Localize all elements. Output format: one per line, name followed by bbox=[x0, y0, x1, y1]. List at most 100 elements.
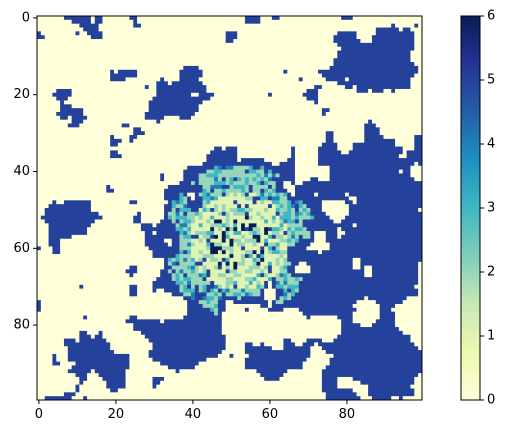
x-tick-label: 40 bbox=[185, 407, 202, 422]
heatmap-cell bbox=[37, 307, 42, 313]
heatmap-cell bbox=[364, 296, 369, 301]
heatmap-cell bbox=[321, 112, 327, 117]
heatmap-cell bbox=[252, 342, 261, 347]
heatmap-cell bbox=[202, 277, 207, 282]
heatmap-cell bbox=[133, 138, 327, 144]
heatmap-cell bbox=[217, 292, 223, 297]
heatmap-cell bbox=[125, 269, 138, 274]
heatmap-cell bbox=[291, 273, 365, 278]
heatmap-cell bbox=[179, 288, 184, 293]
heatmap-cell bbox=[418, 346, 423, 351]
heatmap-cell bbox=[237, 261, 246, 266]
heatmap-cell bbox=[333, 338, 411, 343]
heatmap-cell bbox=[102, 376, 126, 382]
heatmap-cell bbox=[379, 304, 396, 309]
heatmap-cell bbox=[264, 265, 269, 270]
heatmap-cell bbox=[364, 138, 396, 144]
heatmap-cell bbox=[321, 204, 350, 209]
heatmap-cell bbox=[221, 257, 227, 263]
heatmap-cell bbox=[275, 184, 284, 190]
heatmap-cell bbox=[268, 92, 273, 98]
heatmap-cell bbox=[37, 257, 165, 263]
heatmap-cell bbox=[302, 211, 307, 217]
heatmap-cell bbox=[244, 16, 261, 21]
heatmap-cell bbox=[221, 227, 227, 232]
heatmap-cell bbox=[268, 177, 273, 182]
heatmap-cell bbox=[133, 215, 142, 220]
heatmap-cell bbox=[214, 311, 219, 316]
heatmap-cell bbox=[237, 31, 338, 36]
heatmap-cell bbox=[37, 311, 188, 316]
heatmap-cell bbox=[356, 392, 369, 397]
heatmap-cell bbox=[371, 39, 415, 44]
heatmap-cell bbox=[221, 261, 227, 266]
heatmap-cell bbox=[291, 204, 296, 209]
heatmap-cell bbox=[283, 273, 288, 278]
heatmap-cell bbox=[268, 238, 280, 243]
heatmap-cell bbox=[356, 31, 377, 36]
heatmap-cell bbox=[264, 280, 269, 286]
heatmap-cell bbox=[129, 135, 138, 140]
heatmap-cell bbox=[321, 380, 338, 386]
heatmap-cell bbox=[79, 123, 123, 128]
heatmap-cell bbox=[237, 296, 242, 301]
heatmap-cell bbox=[71, 396, 84, 401]
heatmap-cell bbox=[252, 200, 257, 205]
heatmap-cell bbox=[214, 188, 223, 194]
heatmap-cell bbox=[279, 208, 288, 213]
heatmap-cell bbox=[37, 361, 53, 366]
heatmap-cell bbox=[48, 231, 88, 236]
heatmap-cell bbox=[241, 288, 246, 293]
heatmap-cell bbox=[283, 346, 311, 351]
heatmap-cell bbox=[156, 384, 323, 389]
heatmap-cell bbox=[179, 284, 184, 290]
heatmap-cell bbox=[90, 223, 142, 228]
heatmap-cell bbox=[364, 265, 373, 270]
heatmap-cell bbox=[271, 204, 277, 209]
heatmap-cell bbox=[414, 380, 423, 386]
heatmap-cell bbox=[268, 307, 284, 313]
heatmap-cell bbox=[298, 277, 304, 282]
heatmap-cell bbox=[237, 154, 292, 159]
heatmap-cell bbox=[402, 150, 407, 155]
heatmap-cell bbox=[237, 200, 253, 205]
heatmap-cell bbox=[410, 77, 423, 82]
heatmap-cell bbox=[294, 177, 311, 182]
heatmap-cell bbox=[225, 342, 246, 347]
heatmap-cell bbox=[279, 196, 288, 201]
heatmap-cell bbox=[410, 85, 423, 90]
heatmap-cell bbox=[171, 200, 176, 205]
heatmap-cell bbox=[302, 77, 327, 82]
heatmap-cell bbox=[164, 265, 173, 270]
heatmap-cell bbox=[37, 223, 49, 228]
heatmap-cell bbox=[90, 35, 103, 40]
heatmap-cell bbox=[252, 165, 261, 170]
heatmap-cell bbox=[414, 42, 423, 48]
heatmap-cell bbox=[379, 131, 423, 136]
heatmap-cell bbox=[110, 69, 115, 74]
heatmap-cell bbox=[37, 138, 111, 144]
heatmap-cell bbox=[102, 16, 130, 21]
heatmap-cell bbox=[368, 296, 407, 301]
heatmap-cell bbox=[348, 192, 423, 197]
heatmap-cell bbox=[37, 238, 49, 243]
heatmap-cell bbox=[271, 192, 277, 197]
heatmap-cell bbox=[368, 119, 373, 124]
heatmap-cell bbox=[279, 238, 288, 243]
heatmap-cell bbox=[360, 323, 373, 328]
heatmap-cell bbox=[314, 100, 319, 105]
heatmap-cell bbox=[137, 315, 184, 320]
heatmap-cell bbox=[37, 92, 53, 98]
heatmap-cell bbox=[244, 211, 250, 217]
heatmap-cell bbox=[194, 192, 200, 197]
heatmap-cell bbox=[79, 284, 84, 290]
heatmap-cell bbox=[325, 365, 423, 370]
heatmap-cell bbox=[121, 154, 207, 159]
heatmap-cell bbox=[229, 215, 246, 220]
heatmap-cell bbox=[248, 307, 269, 313]
heatmap-cell bbox=[52, 361, 61, 366]
heatmap-cell bbox=[225, 261, 230, 266]
heatmap-cell bbox=[275, 188, 288, 194]
heatmap-cell bbox=[37, 31, 42, 36]
heatmap-cell bbox=[206, 265, 215, 270]
